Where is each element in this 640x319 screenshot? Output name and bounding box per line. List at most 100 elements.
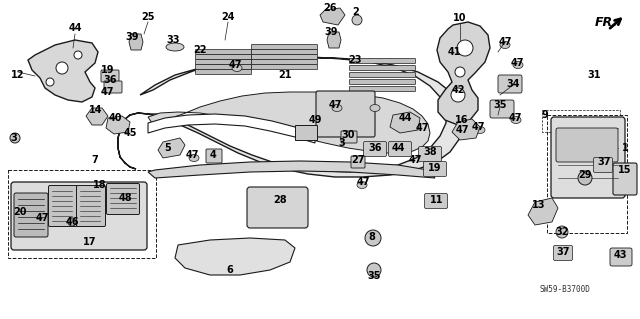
FancyBboxPatch shape	[490, 100, 514, 118]
Polygon shape	[452, 119, 480, 140]
Text: 47: 47	[35, 213, 49, 223]
Text: 42: 42	[451, 85, 465, 95]
Text: 21: 21	[278, 70, 292, 80]
Ellipse shape	[37, 217, 47, 224]
FancyBboxPatch shape	[551, 117, 625, 198]
FancyBboxPatch shape	[364, 142, 387, 157]
FancyBboxPatch shape	[556, 128, 618, 162]
Ellipse shape	[332, 105, 342, 112]
FancyBboxPatch shape	[101, 70, 119, 82]
Text: 5: 5	[164, 143, 172, 153]
Text: 18: 18	[93, 180, 107, 190]
Text: 44: 44	[68, 23, 82, 33]
Text: 10: 10	[453, 13, 467, 23]
FancyBboxPatch shape	[195, 49, 252, 55]
Text: 33: 33	[166, 35, 180, 45]
Ellipse shape	[232, 64, 242, 71]
Text: SW59-B3700D: SW59-B3700D	[540, 286, 591, 294]
Polygon shape	[86, 108, 108, 125]
Polygon shape	[437, 22, 490, 125]
Text: 41: 41	[447, 47, 461, 57]
Polygon shape	[129, 34, 143, 50]
Text: 47: 47	[185, 150, 199, 160]
Text: 47: 47	[499, 37, 512, 47]
Ellipse shape	[511, 116, 521, 123]
FancyBboxPatch shape	[349, 86, 415, 92]
Circle shape	[451, 88, 465, 102]
Circle shape	[556, 226, 568, 238]
Text: 47: 47	[100, 87, 114, 97]
Text: 35: 35	[493, 100, 507, 110]
FancyBboxPatch shape	[49, 186, 77, 226]
Polygon shape	[148, 114, 315, 143]
Text: 24: 24	[221, 12, 235, 22]
Polygon shape	[118, 57, 465, 177]
FancyBboxPatch shape	[252, 60, 317, 64]
Polygon shape	[320, 8, 345, 25]
Text: 47: 47	[228, 60, 242, 70]
FancyBboxPatch shape	[252, 49, 317, 55]
Circle shape	[68, 218, 76, 226]
Text: 16: 16	[455, 115, 468, 125]
Text: FR.: FR.	[595, 16, 618, 28]
Text: 49: 49	[308, 115, 322, 125]
FancyBboxPatch shape	[554, 246, 573, 261]
Text: 17: 17	[83, 237, 97, 247]
Text: 1: 1	[621, 143, 628, 153]
Text: 47: 47	[356, 177, 370, 187]
FancyBboxPatch shape	[247, 187, 308, 228]
Text: 47: 47	[508, 113, 522, 123]
Text: 38: 38	[423, 147, 437, 157]
Text: 20: 20	[13, 207, 27, 217]
Text: 6: 6	[227, 265, 234, 275]
Text: 32: 32	[556, 227, 569, 237]
Polygon shape	[148, 161, 435, 178]
FancyBboxPatch shape	[195, 55, 252, 60]
Circle shape	[365, 230, 381, 246]
FancyBboxPatch shape	[424, 194, 447, 209]
Polygon shape	[28, 40, 98, 102]
Text: 37: 37	[597, 157, 611, 167]
Text: 25: 25	[141, 12, 155, 22]
Text: 8: 8	[369, 232, 376, 242]
Circle shape	[46, 78, 54, 86]
Text: 31: 31	[588, 70, 601, 80]
Text: 2: 2	[353, 7, 360, 17]
Text: 26: 26	[323, 3, 337, 13]
Text: 36: 36	[368, 143, 381, 153]
Polygon shape	[106, 116, 130, 134]
Text: 47: 47	[408, 155, 422, 165]
Text: 23: 23	[348, 55, 362, 65]
Text: 34: 34	[506, 79, 520, 89]
Text: 30: 30	[341, 130, 355, 140]
Ellipse shape	[460, 130, 470, 137]
Text: 39: 39	[324, 27, 338, 37]
Text: 9: 9	[541, 110, 548, 120]
Text: 43: 43	[613, 250, 627, 260]
Polygon shape	[327, 32, 341, 48]
Circle shape	[74, 51, 82, 59]
FancyBboxPatch shape	[349, 65, 415, 70]
Text: 47: 47	[455, 125, 468, 135]
Text: 47: 47	[415, 123, 429, 133]
FancyBboxPatch shape	[424, 161, 447, 176]
Text: 11: 11	[430, 195, 444, 205]
Circle shape	[455, 67, 465, 77]
FancyBboxPatch shape	[341, 131, 357, 143]
Text: 12: 12	[12, 70, 25, 80]
FancyBboxPatch shape	[613, 163, 637, 195]
FancyBboxPatch shape	[610, 248, 632, 266]
FancyBboxPatch shape	[419, 146, 442, 161]
FancyBboxPatch shape	[206, 149, 222, 163]
Text: 35: 35	[367, 271, 381, 281]
FancyBboxPatch shape	[349, 79, 415, 85]
Text: 29: 29	[579, 170, 592, 180]
Text: 22: 22	[193, 45, 207, 55]
Ellipse shape	[513, 62, 523, 69]
Circle shape	[367, 263, 381, 277]
Ellipse shape	[370, 105, 380, 112]
Circle shape	[578, 171, 592, 185]
Text: 40: 40	[108, 113, 122, 123]
Ellipse shape	[189, 154, 199, 161]
Ellipse shape	[357, 182, 367, 189]
